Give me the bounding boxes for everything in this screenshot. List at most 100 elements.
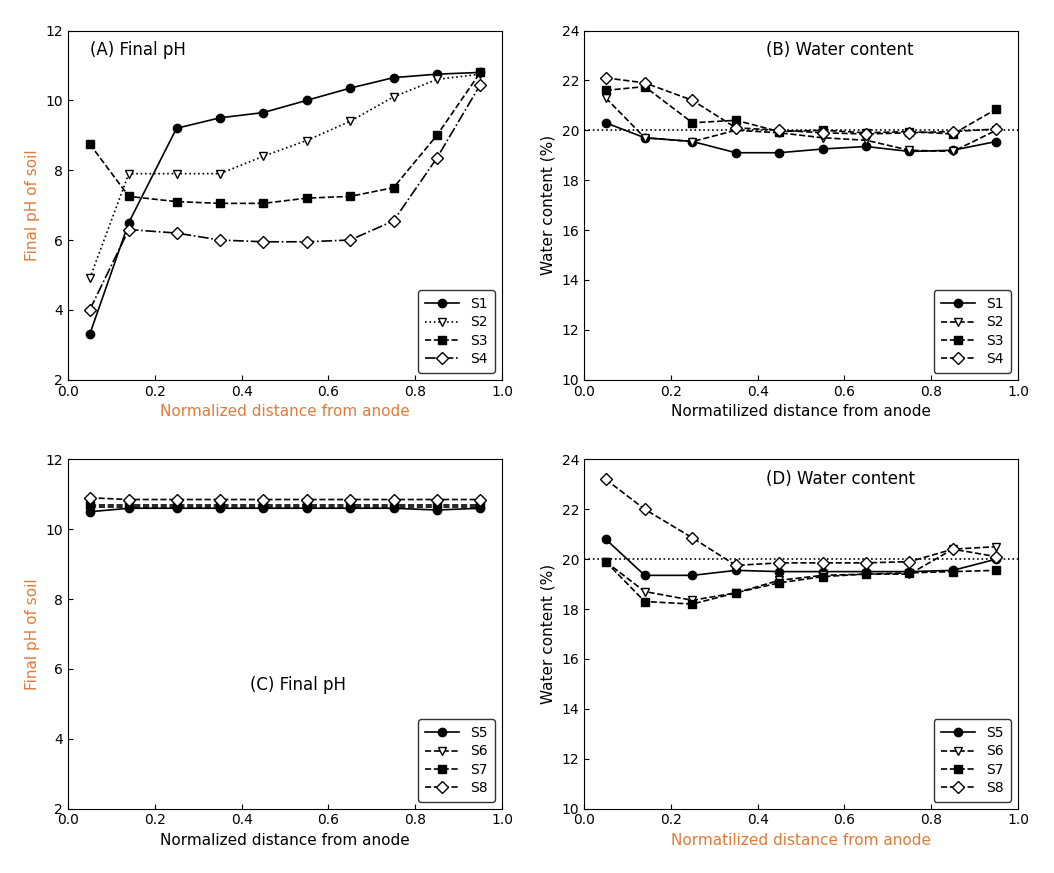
S3	[773, 127, 785, 137]
S5	[903, 567, 916, 577]
S8	[990, 552, 1002, 562]
S1	[474, 67, 487, 78]
S7	[817, 571, 829, 581]
S2	[773, 127, 785, 138]
S1	[600, 118, 612, 128]
S8	[344, 494, 356, 505]
S4	[387, 216, 399, 226]
X-axis label: Normatilized distance from anode: Normatilized distance from anode	[671, 404, 931, 419]
S1	[946, 145, 959, 155]
S1	[387, 72, 399, 83]
S6	[387, 501, 399, 512]
S1	[170, 123, 182, 134]
S2	[170, 168, 182, 179]
Line: S5: S5	[85, 504, 485, 516]
Line: S4: S4	[602, 73, 1000, 138]
S5	[122, 503, 135, 513]
S7	[990, 565, 1002, 575]
S2	[257, 151, 270, 162]
S5	[214, 503, 227, 513]
Line: S4: S4	[85, 80, 485, 314]
S2	[729, 125, 742, 135]
S3	[686, 118, 699, 128]
S1	[639, 133, 651, 143]
Line: S7: S7	[85, 500, 485, 509]
S4	[431, 153, 444, 163]
S7	[860, 569, 873, 580]
S1	[729, 148, 742, 158]
S1	[344, 83, 356, 93]
S4	[300, 237, 313, 247]
S6	[170, 501, 182, 512]
S1	[686, 136, 699, 147]
S7	[344, 499, 356, 510]
Legend: S5, S6, S7, S8: S5, S6, S7, S8	[417, 719, 495, 801]
S2	[946, 147, 959, 157]
S4	[639, 78, 651, 88]
S4	[860, 129, 873, 140]
S6	[344, 501, 356, 512]
S6	[903, 569, 916, 580]
Y-axis label: Final pH of soil: Final pH of soil	[25, 578, 40, 690]
S8	[817, 558, 829, 568]
S1	[431, 69, 444, 79]
S6	[860, 569, 873, 580]
S2	[474, 69, 487, 79]
S8	[474, 494, 487, 505]
S2	[431, 74, 444, 85]
S5	[729, 565, 742, 575]
S3	[639, 81, 651, 92]
X-axis label: Normalized distance from anode: Normalized distance from anode	[160, 404, 410, 419]
S7	[903, 567, 916, 578]
Legend: S1, S2, S3, S4: S1, S2, S3, S4	[417, 291, 495, 373]
S4	[344, 235, 356, 245]
S1	[83, 329, 96, 340]
Line: S3: S3	[602, 82, 1000, 138]
S4	[83, 305, 96, 315]
S6	[83, 501, 96, 512]
S8	[300, 494, 313, 505]
S3	[257, 198, 270, 209]
Line: S8: S8	[602, 475, 1000, 569]
S7	[686, 599, 699, 609]
S3	[300, 193, 313, 203]
Legend: S5, S6, S7, S8: S5, S6, S7, S8	[934, 719, 1011, 801]
S2	[686, 136, 699, 147]
S8	[946, 544, 959, 554]
S7	[214, 499, 227, 510]
S4	[122, 224, 135, 235]
S4	[946, 127, 959, 137]
S6	[773, 575, 785, 586]
S3	[600, 86, 612, 96]
S8	[83, 492, 96, 503]
S6	[639, 587, 651, 597]
S3	[474, 67, 487, 78]
S1	[257, 107, 270, 118]
S4	[474, 79, 487, 90]
S8	[431, 494, 444, 505]
Line: S1: S1	[85, 68, 485, 339]
Line: S2: S2	[602, 93, 1000, 155]
S2	[344, 116, 356, 127]
S2	[817, 133, 829, 143]
S7	[773, 578, 785, 588]
Line: S6: S6	[602, 542, 1000, 604]
S8	[729, 560, 742, 571]
S6	[431, 501, 444, 512]
S4	[600, 72, 612, 83]
S4	[214, 235, 227, 245]
Y-axis label: Water content (%): Water content (%)	[541, 135, 555, 275]
S6	[686, 595, 699, 606]
S3	[990, 104, 1002, 114]
S8	[686, 533, 699, 543]
X-axis label: Normalized distance from anode: Normalized distance from anode	[160, 833, 410, 848]
S5	[257, 503, 270, 513]
S1	[214, 113, 227, 123]
S5	[990, 553, 1002, 564]
Text: (D) Water content: (D) Water content	[766, 470, 915, 488]
S3	[903, 127, 916, 137]
S6	[946, 544, 959, 554]
S1	[860, 141, 873, 152]
S5	[344, 503, 356, 513]
S4	[903, 127, 916, 138]
